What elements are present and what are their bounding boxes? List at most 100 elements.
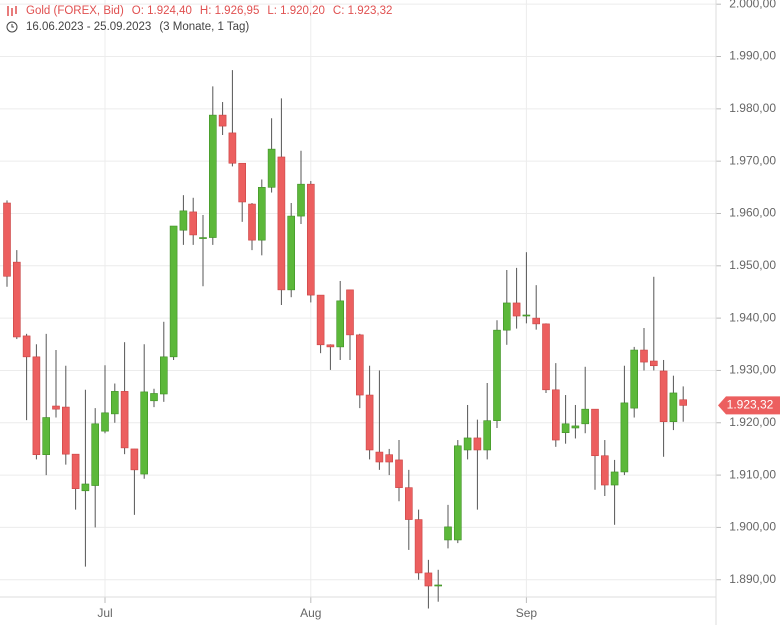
body: [522, 314, 531, 317]
y-tick-label: 1.900,00: [729, 520, 776, 534]
clock-icon: [6, 21, 18, 33]
candle: [669, 375, 678, 431]
y-tick-label: 1.960,00: [729, 206, 776, 220]
body: [336, 300, 345, 348]
candle: [542, 323, 550, 393]
body: [3, 202, 11, 277]
body: [179, 210, 188, 231]
header-item: L: 1.920,20: [267, 5, 325, 17]
candle: [571, 404, 580, 439]
candle: [532, 285, 541, 330]
body: [140, 391, 148, 475]
chart-icon: [7, 6, 17, 16]
body: [169, 225, 178, 358]
body: [248, 203, 256, 241]
candle: [336, 280, 345, 360]
body: [238, 162, 246, 203]
body: [375, 451, 384, 463]
candle: [277, 98, 286, 306]
body: [306, 183, 315, 296]
candle: [346, 289, 354, 360]
candle: [287, 203, 296, 298]
body: [571, 425, 580, 429]
body: [91, 423, 99, 486]
body: [453, 445, 462, 541]
body: [355, 334, 364, 396]
x-tick-label: Jul: [97, 606, 112, 620]
body: [101, 412, 109, 432]
body: [316, 294, 325, 346]
candle: [630, 346, 639, 418]
candle: [130, 448, 139, 515]
candle: [561, 395, 570, 444]
candle: [316, 294, 325, 354]
candle: [522, 252, 531, 324]
candle: [385, 448, 394, 476]
body: [385, 454, 394, 463]
body: [267, 148, 276, 188]
candle: [248, 203, 256, 251]
candle: [453, 440, 462, 544]
y-tick-label: 1.930,00: [729, 363, 776, 377]
body: [600, 455, 609, 486]
candle: [267, 118, 276, 193]
body: [551, 389, 560, 441]
candle: [610, 459, 619, 525]
candle: [150, 388, 158, 408]
body: [111, 391, 119, 415]
body: [42, 417, 51, 455]
body: [160, 356, 168, 395]
candle: [591, 408, 599, 490]
candle: [61, 365, 70, 465]
body: [630, 349, 639, 409]
candle: [493, 320, 501, 428]
candle: [160, 321, 168, 402]
y-tick-label: 1.990,00: [729, 49, 776, 63]
body: [130, 448, 139, 471]
body: [404, 487, 413, 520]
candle: [306, 181, 315, 303]
y-tick-label: 1.950,00: [729, 258, 776, 272]
candle: [600, 440, 609, 497]
body: [297, 183, 305, 217]
date-range: 16.06.2023 - 25.09.2023: [26, 21, 152, 33]
body: [640, 349, 648, 363]
body: [209, 114, 217, 238]
body: [473, 437, 482, 451]
y-tick-label: 2.000,00: [729, 0, 776, 10]
candle: [111, 383, 119, 423]
candle: [414, 509, 423, 580]
body: [22, 335, 31, 358]
candle: [22, 333, 31, 421]
body: [502, 302, 511, 331]
candle: [238, 162, 246, 222]
body: [287, 215, 296, 291]
candle: [404, 469, 413, 550]
candle: [209, 86, 217, 245]
candle: [659, 359, 668, 457]
candle: [297, 150, 305, 224]
candle: [649, 276, 658, 371]
body: [52, 405, 60, 410]
candle: [71, 453, 80, 510]
candle: [189, 197, 197, 245]
candle: [101, 365, 109, 434]
y-tick-label: 1.920,00: [729, 415, 776, 429]
body: [542, 323, 550, 391]
candle: [13, 250, 21, 340]
y-tick-label: 1.940,00: [729, 310, 776, 324]
candle: [355, 333, 364, 409]
header-item: H: 1.926,95: [199, 5, 260, 17]
body: [679, 399, 688, 406]
candle: [199, 215, 207, 287]
body: [649, 360, 658, 367]
body: [591, 408, 599, 457]
body: [424, 572, 433, 587]
header: Gold (FOREX, Bid) O: 1.924,40 H: 1.926,95 L…: [6, 5, 392, 17]
candle: [502, 269, 511, 345]
header-item: Gold (FOREX, Bid): [26, 5, 124, 17]
candle: [483, 383, 492, 460]
body: [561, 423, 570, 434]
body: [463, 437, 472, 451]
